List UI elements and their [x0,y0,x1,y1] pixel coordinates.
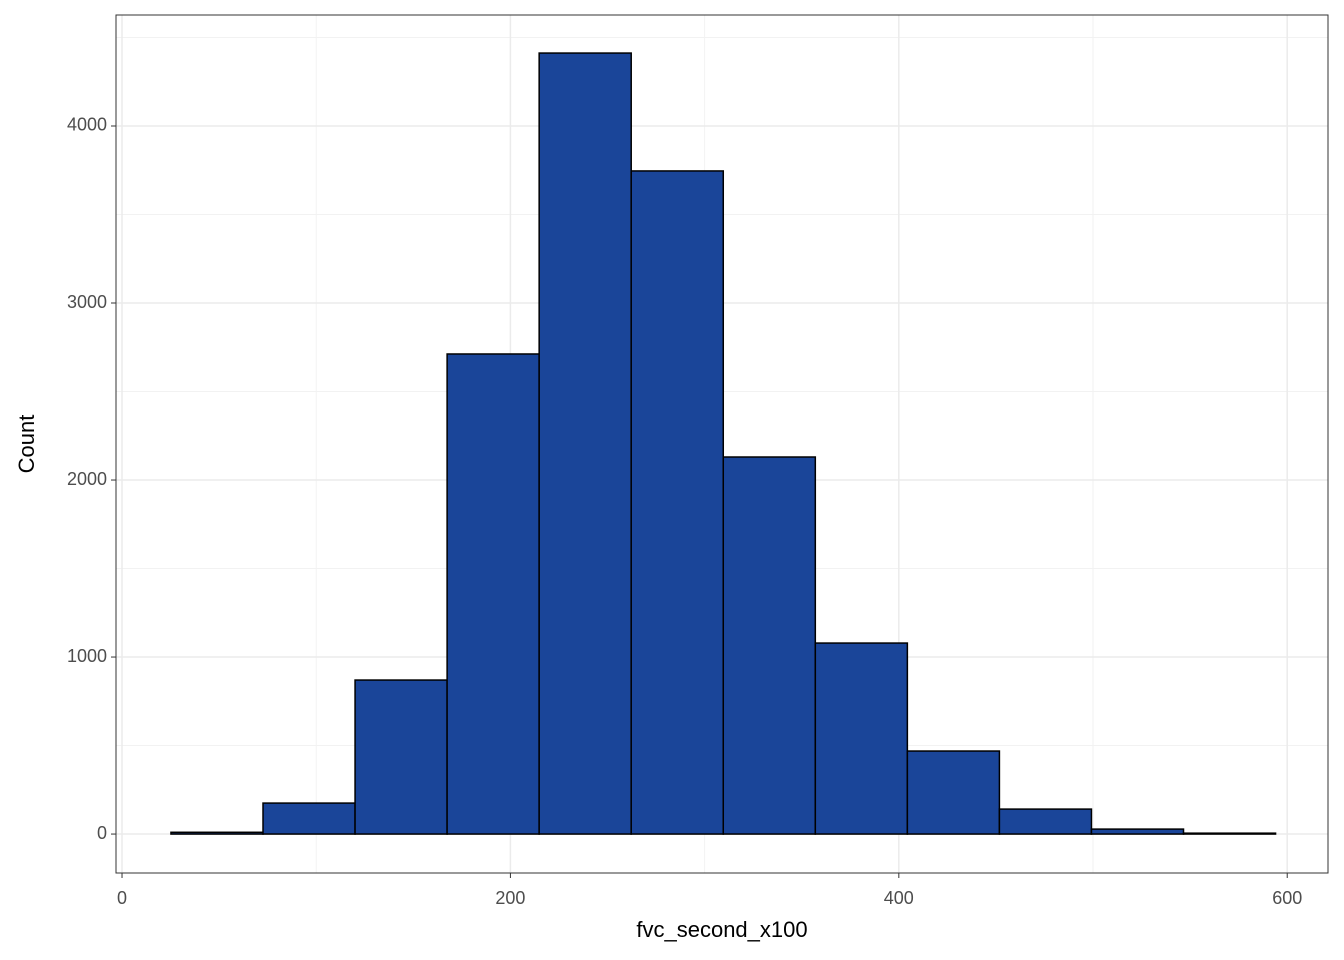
bars [170,52,1277,835]
bar [354,679,448,835]
y-tick-label: 2000 [67,469,107,489]
x-tick-label: 600 [1272,888,1302,908]
bar [262,802,356,835]
bar [998,808,1093,835]
x-tick-label: 200 [495,888,525,908]
y-axis-title: Count [14,415,39,474]
y-tick-label: 4000 [67,115,107,135]
bar [722,456,817,835]
bar [1090,828,1185,835]
bar [538,52,632,835]
y-tick-label: 3000 [67,292,107,312]
bar [906,750,1001,835]
x-tick-label: 0 [117,888,127,908]
bar [1182,832,1277,835]
bar [814,642,909,835]
bar [446,353,540,835]
y-tick-label: 0 [97,823,107,843]
x-tick-label: 400 [884,888,914,908]
panel-border [115,14,1329,874]
x-axis-title: fvc_second_x100 [636,917,807,942]
y-tick-label: 1000 [67,646,107,666]
bar [170,831,264,835]
bar [630,170,725,835]
